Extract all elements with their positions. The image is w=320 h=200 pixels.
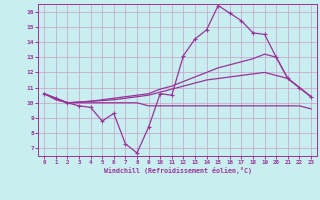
- X-axis label: Windchill (Refroidissement éolien,°C): Windchill (Refroidissement éolien,°C): [104, 167, 252, 174]
